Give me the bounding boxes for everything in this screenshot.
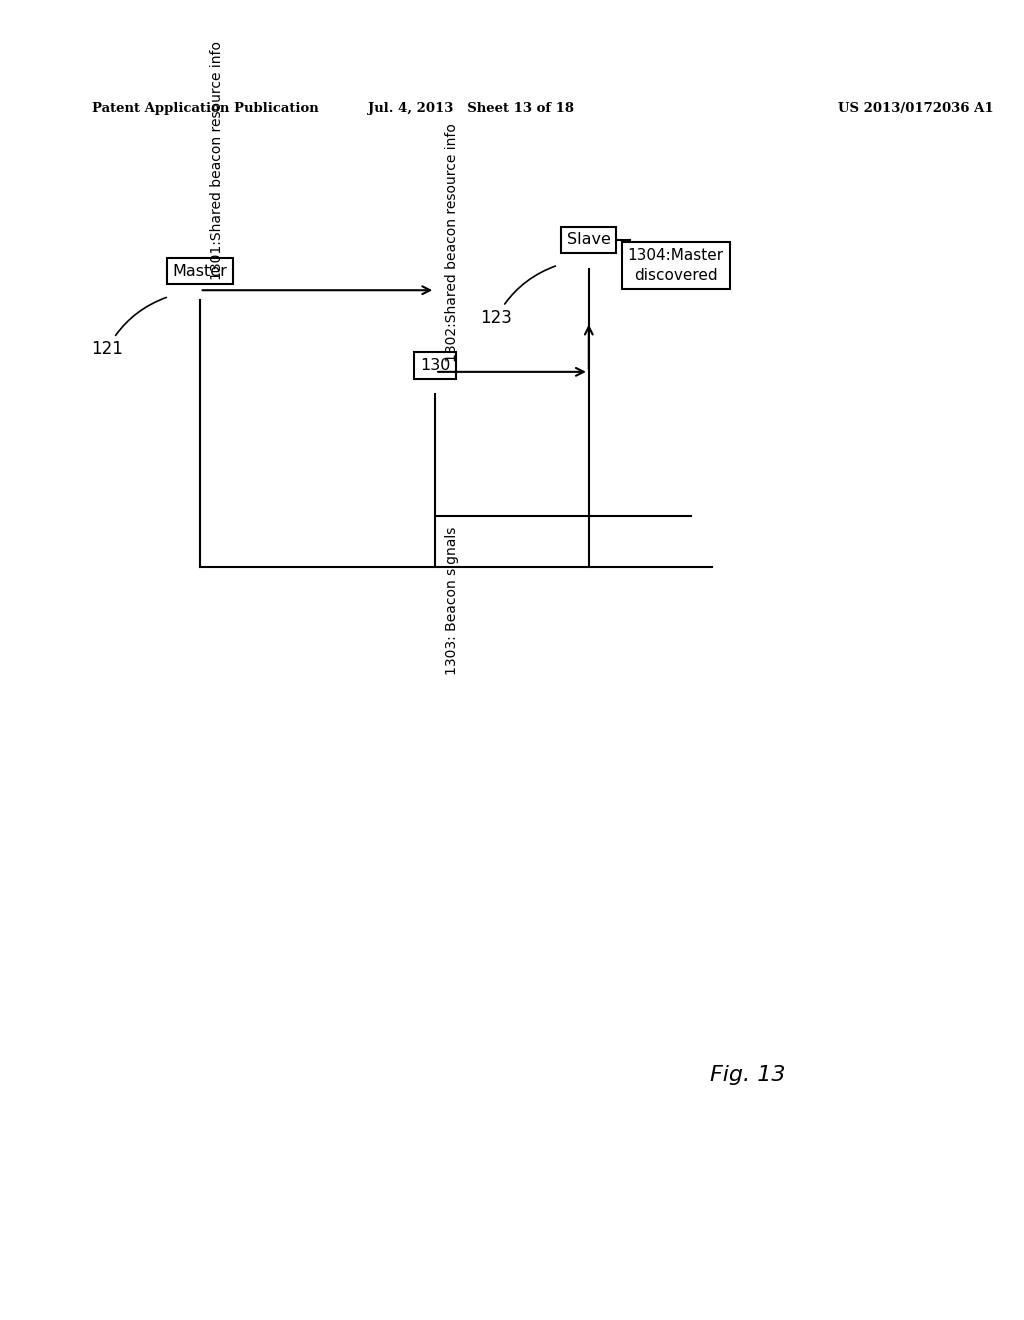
Text: US 2013/0172036 A1: US 2013/0172036 A1 (838, 102, 993, 115)
Text: 121: 121 (91, 297, 166, 359)
Text: 1301:Shared beacon resource info: 1301:Shared beacon resource info (210, 41, 224, 280)
Text: Master: Master (172, 264, 227, 279)
Text: 123: 123 (480, 267, 555, 327)
Text: Jul. 4, 2013   Sheet 13 of 18: Jul. 4, 2013 Sheet 13 of 18 (368, 102, 574, 115)
Text: 1302:Shared beacon resource info: 1302:Shared beacon resource info (445, 123, 460, 362)
Text: 130: 130 (420, 358, 451, 374)
Text: 1303: Beacon signals: 1303: Beacon signals (445, 527, 460, 675)
Text: 1304:Master
discovered: 1304:Master discovered (628, 248, 724, 282)
Text: Slave: Slave (567, 232, 610, 247)
Text: Patent Application Publication: Patent Application Publication (92, 102, 318, 115)
Text: Fig. 13: Fig. 13 (710, 1065, 785, 1085)
